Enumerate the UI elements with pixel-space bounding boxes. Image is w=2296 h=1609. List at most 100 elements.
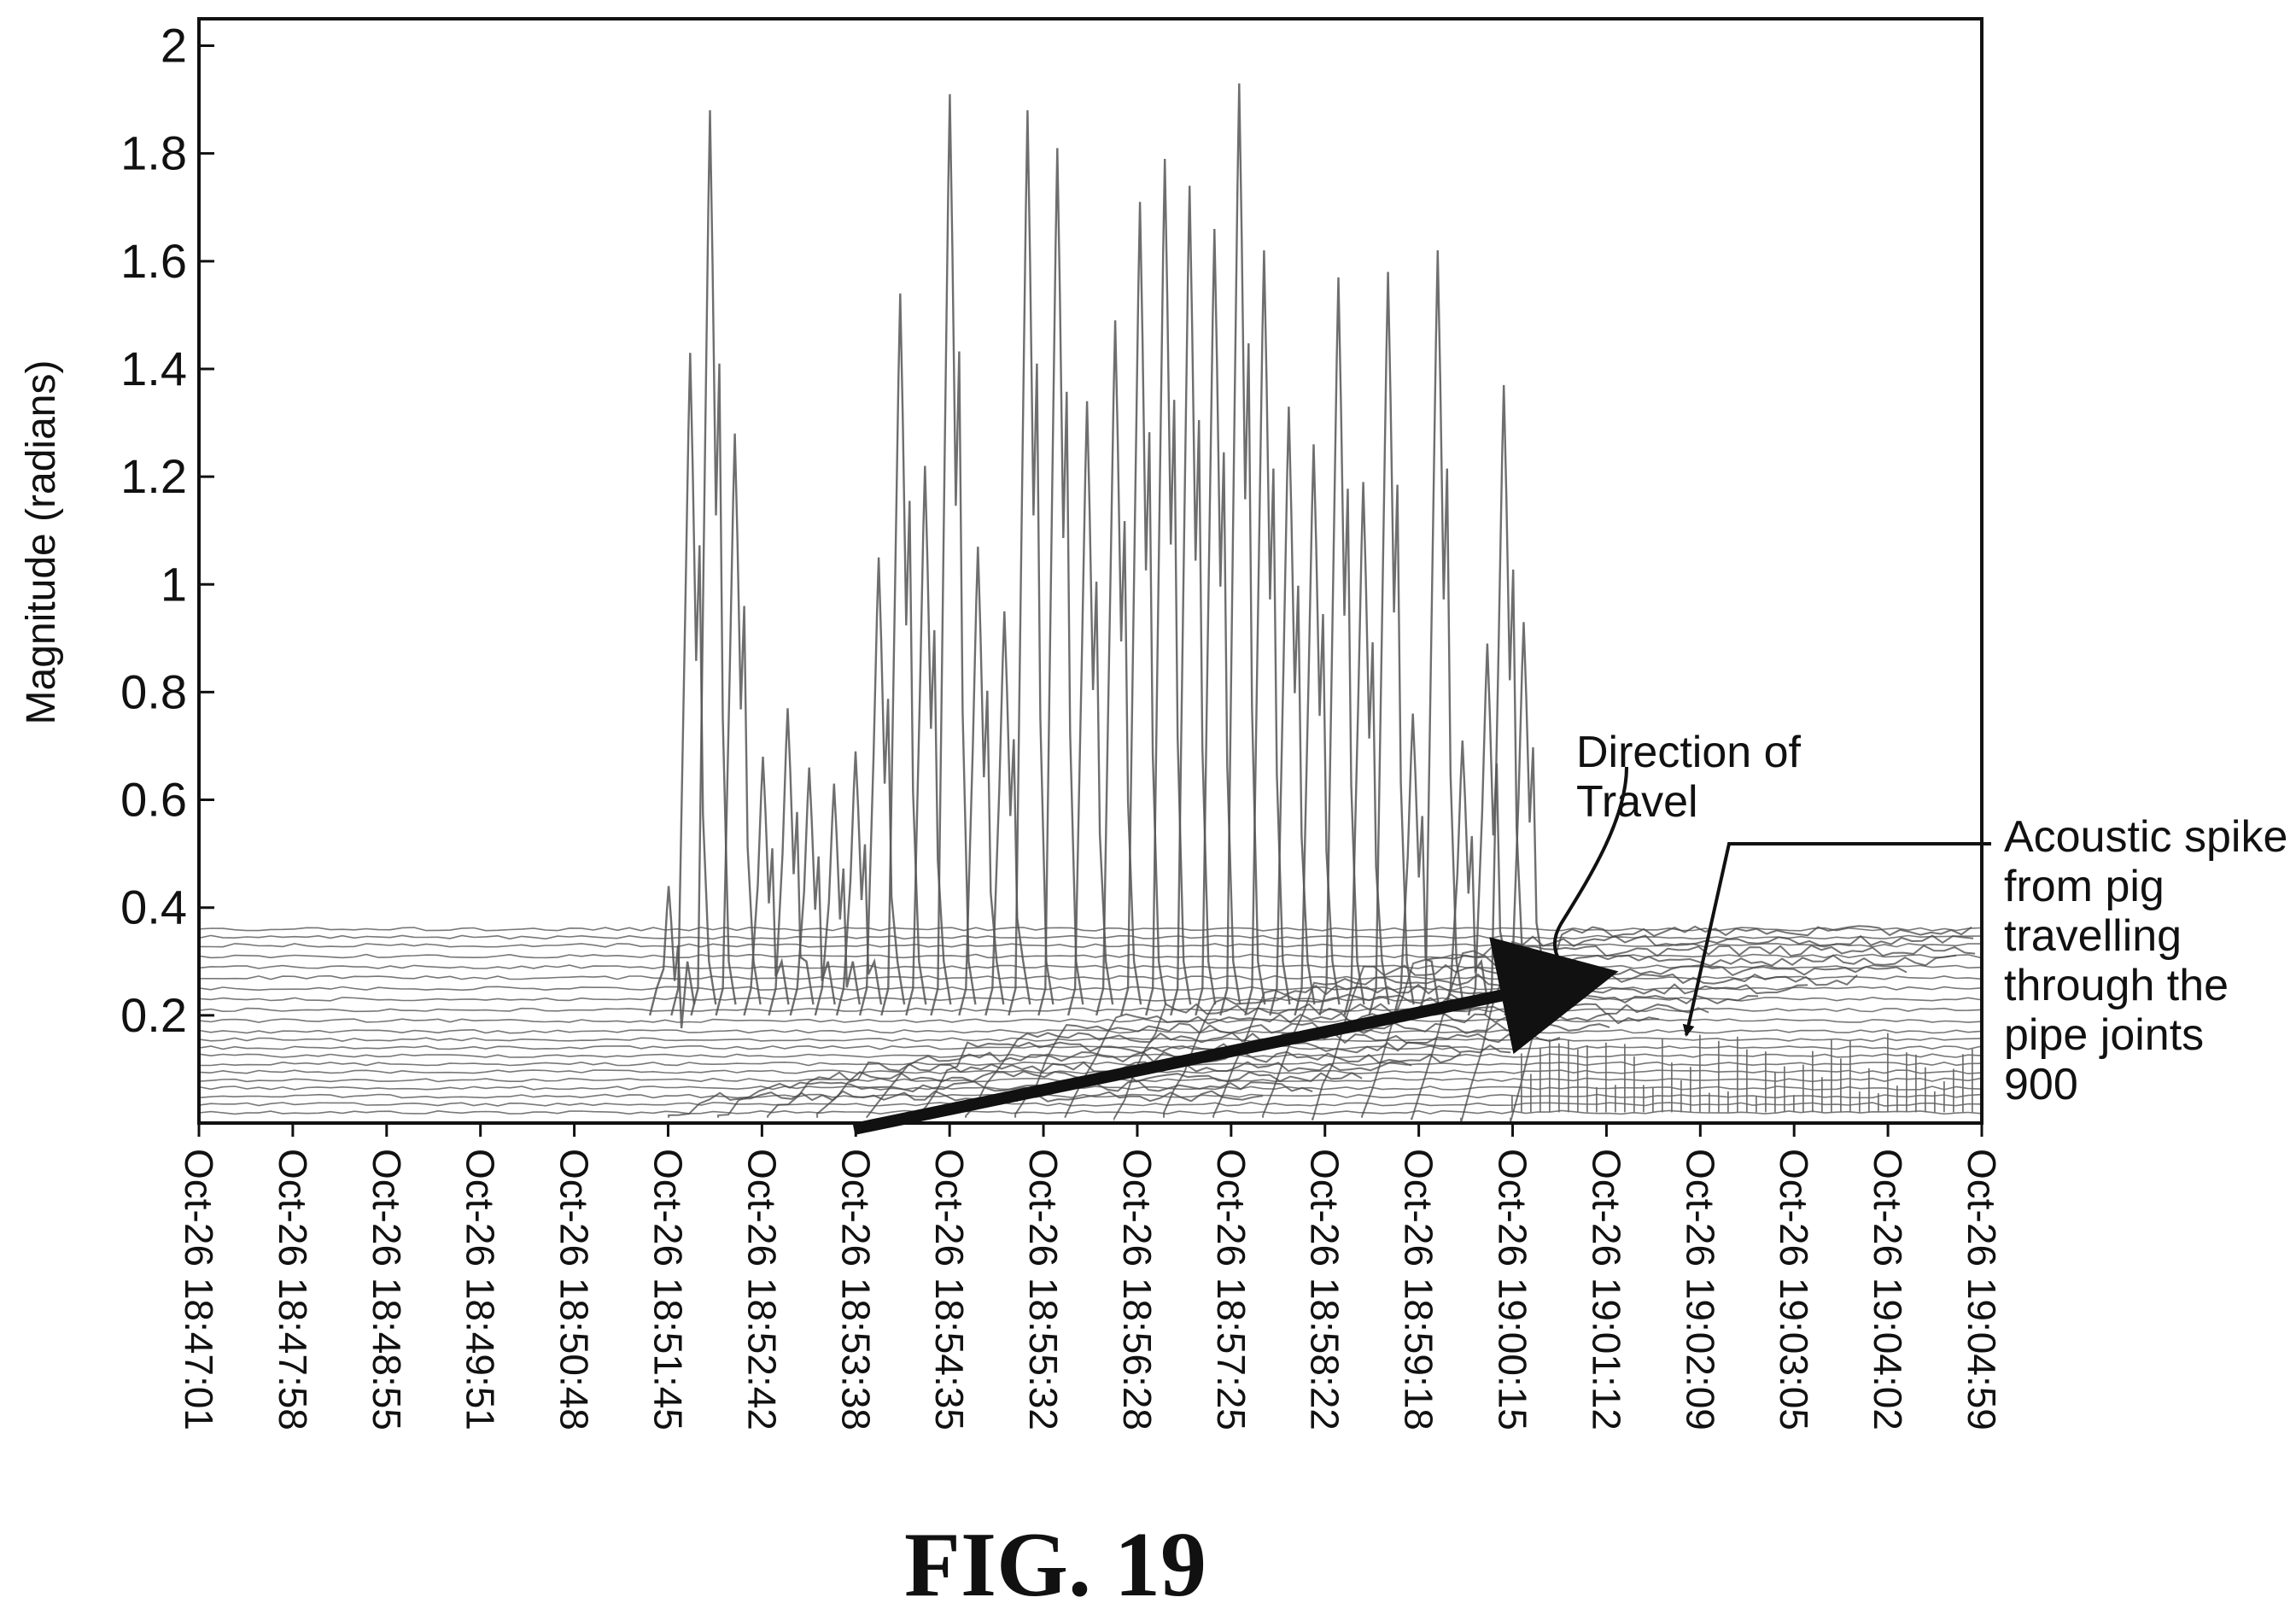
baseline-trace xyxy=(199,927,1981,932)
spike-trace xyxy=(930,94,977,1016)
baseline-trace xyxy=(199,986,1981,992)
spike-trace xyxy=(715,433,762,1016)
y-tick-label: 1.6 xyxy=(120,234,187,288)
rise-trace xyxy=(1163,993,1759,1118)
spike-trace xyxy=(1368,272,1415,1016)
spike-trace xyxy=(880,293,927,1016)
y-tick-label: 1 xyxy=(161,557,187,611)
spike-trace xyxy=(814,783,861,1016)
x-tick-label: Oct-26 18:49:51 xyxy=(459,1149,503,1431)
baseline-trace xyxy=(199,1053,1981,1058)
x-tick-label: Oct-26 19:03:05 xyxy=(1772,1149,1816,1431)
spike-trace xyxy=(1037,148,1084,1016)
spike-trace xyxy=(984,611,1031,1016)
x-tick-label: Oct-26 18:58:22 xyxy=(1303,1149,1347,1431)
acoustic-label-line-3: travelling xyxy=(2004,911,2182,961)
spike-trace xyxy=(1008,110,1055,1016)
spike-trace xyxy=(1484,384,1531,1016)
spike-trace xyxy=(835,751,883,1016)
x-tick-label: Oct-26 19:00:15 xyxy=(1491,1149,1535,1431)
spike-trace xyxy=(743,757,790,1016)
baseline-trace xyxy=(199,1061,1981,1067)
rise-trace xyxy=(668,1090,1264,1118)
baseline-trace xyxy=(199,1109,1981,1115)
rise-trace xyxy=(866,1050,1462,1118)
y-tick-label: 1.2 xyxy=(120,449,187,503)
acoustic-spike-traces xyxy=(648,83,1551,1029)
baseline-trace xyxy=(199,1007,1981,1013)
acoustic-spike-annotation: Acoustic spike from pig travelling throu… xyxy=(1682,812,2296,1109)
spike-trace xyxy=(1318,277,1365,1016)
spike-trace xyxy=(648,886,696,1029)
plot-area xyxy=(199,83,1982,1123)
baseline-trace xyxy=(199,1037,1981,1043)
acoustic-label-line-5: pipe joints xyxy=(2004,1010,2204,1060)
x-tick-label: Oct-26 18:47:58 xyxy=(271,1149,315,1431)
x-tick-label: Oct-26 19:01:12 xyxy=(1584,1149,1628,1431)
spike-trace xyxy=(1504,622,1551,1016)
acoustic-spike-label: Acoustic spike from pig travelling throu… xyxy=(2004,812,2296,1109)
rise-trace xyxy=(767,1070,1363,1118)
baseline-trace xyxy=(199,953,1981,959)
baseline-trace xyxy=(199,1102,1981,1107)
spike-trace xyxy=(1195,228,1241,1016)
x-tick-label: Oct-26 18:52:42 xyxy=(739,1149,784,1431)
y-tick-label: 0.2 xyxy=(120,988,187,1042)
spike-trace xyxy=(1219,83,1266,1016)
baseline-trace xyxy=(199,1028,1981,1034)
rise-trace xyxy=(717,1079,1313,1118)
direction-of-travel-annotation: Direction of Travel xyxy=(852,728,1813,1135)
spike-trace xyxy=(670,353,717,1016)
x-tick-label: Oct-26 18:54:35 xyxy=(927,1149,972,1431)
rise-trace xyxy=(1510,925,1972,1122)
baseline-trace xyxy=(199,934,1981,940)
baseline-trace xyxy=(199,1085,1981,1091)
y-tick-label: 0.8 xyxy=(120,664,187,718)
direction-arrow xyxy=(852,937,1619,1135)
baseline-trace xyxy=(199,1069,1981,1074)
x-tick-label: Oct-26 18:53:38 xyxy=(833,1149,878,1431)
x-axis: Oct-26 18:47:01 Oct-26 18:47:58 Oct-26 18:… xyxy=(177,1123,2004,1431)
baseline-trace xyxy=(199,974,1981,980)
y-axis-label: Magnitude (radians) xyxy=(19,360,64,725)
x-tick-label: Oct-26 18:57:25 xyxy=(1209,1149,1253,1431)
spike-trace xyxy=(1393,713,1440,1016)
x-tick-label: Oct-26 18:51:45 xyxy=(646,1149,690,1431)
spike-trace xyxy=(958,547,1005,1016)
direction-label: Direction of Travel xyxy=(1576,728,1813,827)
rise-trace xyxy=(965,1032,1561,1118)
baseline-trace xyxy=(199,1018,1981,1023)
acoustic-label-line-1: Acoustic spike xyxy=(2004,812,2287,862)
baseline-trace xyxy=(199,1044,1981,1050)
y-tick-label: 1.8 xyxy=(120,126,187,180)
y-tick-label: 1.4 xyxy=(120,342,187,395)
spike-trace xyxy=(1417,250,1464,1016)
spike-trace xyxy=(768,708,815,1016)
acoustic-label-line-4: through the xyxy=(2004,961,2229,1010)
x-tick-label: Oct-26 18:55:32 xyxy=(1021,1149,1066,1431)
y-tick-label: 0.6 xyxy=(120,773,187,827)
x-tick-label: Oct-26 19:02:09 xyxy=(1678,1149,1722,1431)
spike-trace xyxy=(1442,740,1489,1016)
baseline-trace xyxy=(199,943,1980,948)
x-tick-label: Oct-26 18:48:55 xyxy=(365,1149,409,1431)
figure-caption: FIG. 19 xyxy=(904,1514,1206,1609)
spike-trace xyxy=(858,557,906,1016)
y-tick-label: 2 xyxy=(161,19,187,73)
pipe-joint-spikes xyxy=(1511,1033,1982,1113)
plot-frame xyxy=(197,17,1983,1125)
spike-trace xyxy=(690,110,737,1016)
acoustic-label-line-2: from pig xyxy=(2004,862,2165,911)
x-tick-label: Oct-26 18:59:18 xyxy=(1397,1149,1441,1431)
y-axis: 0.2 0.4 0.6 0.8 1 1.2 1.4 1.6 1.8 2 xyxy=(120,19,214,1042)
x-tick-label: Oct-26 18:56:28 xyxy=(1115,1149,1160,1431)
spike-trace xyxy=(1066,401,1114,1016)
y-tick-label: 0.4 xyxy=(120,881,187,934)
acoustic-spike-leader-line xyxy=(1682,842,1991,1037)
x-tick-label: Oct-26 19:04:02 xyxy=(1866,1149,1910,1431)
direction-label-line-2: Travel xyxy=(1576,777,1698,827)
spike-trace xyxy=(1244,250,1291,1016)
rise-trace xyxy=(1411,944,1976,1120)
acoustic-label-line-6: 900 xyxy=(2004,1060,2078,1109)
